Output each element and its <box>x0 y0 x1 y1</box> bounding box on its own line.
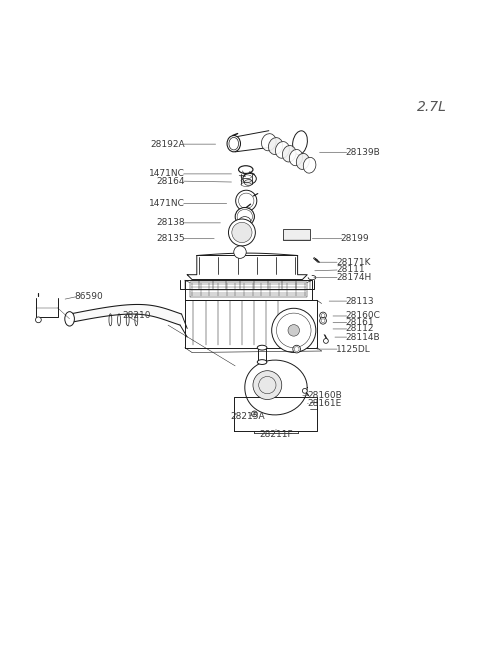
Text: 28161: 28161 <box>346 318 374 328</box>
Ellipse shape <box>268 138 283 155</box>
Text: 28114B: 28114B <box>346 333 380 342</box>
Text: 28211F: 28211F <box>259 430 293 439</box>
Ellipse shape <box>262 134 276 151</box>
Ellipse shape <box>282 145 296 162</box>
Text: 28139B: 28139B <box>346 148 380 157</box>
Circle shape <box>253 371 282 400</box>
Text: 28164: 28164 <box>156 177 185 185</box>
FancyBboxPatch shape <box>283 229 310 240</box>
Text: 2.7L: 2.7L <box>417 100 446 115</box>
Text: 28160C: 28160C <box>346 312 381 320</box>
Circle shape <box>293 345 300 353</box>
Text: 28161E: 28161E <box>307 399 341 408</box>
Text: 28138: 28138 <box>156 218 185 227</box>
Circle shape <box>288 325 300 336</box>
Ellipse shape <box>293 131 307 155</box>
Circle shape <box>36 317 41 323</box>
Text: 28160B: 28160B <box>307 391 342 400</box>
Text: 28174H: 28174H <box>336 273 371 282</box>
Text: 28171K: 28171K <box>336 257 371 267</box>
Text: 86590: 86590 <box>74 291 103 301</box>
Ellipse shape <box>303 157 316 173</box>
Circle shape <box>234 246 246 258</box>
Circle shape <box>320 318 326 324</box>
Circle shape <box>320 312 326 319</box>
Text: 1125DL: 1125DL <box>336 345 371 354</box>
Ellipse shape <box>276 141 289 159</box>
Text: 28135: 28135 <box>156 234 185 243</box>
Text: 1471NC: 1471NC <box>149 199 185 208</box>
Ellipse shape <box>239 166 253 174</box>
Circle shape <box>324 339 328 343</box>
Ellipse shape <box>257 345 267 350</box>
Text: 28199: 28199 <box>341 234 370 243</box>
Ellipse shape <box>289 149 302 166</box>
Circle shape <box>252 411 257 417</box>
Ellipse shape <box>296 153 309 170</box>
Text: 28210: 28210 <box>122 311 151 320</box>
Circle shape <box>236 190 257 212</box>
Ellipse shape <box>243 174 256 184</box>
Text: 28112: 28112 <box>346 324 374 333</box>
Circle shape <box>232 223 252 242</box>
Ellipse shape <box>235 208 254 226</box>
Text: 28215A: 28215A <box>230 412 264 421</box>
Ellipse shape <box>65 312 74 326</box>
Circle shape <box>272 309 316 352</box>
Ellipse shape <box>257 360 267 364</box>
Text: 28111: 28111 <box>336 265 365 274</box>
Ellipse shape <box>244 179 253 185</box>
Text: 1471NC: 1471NC <box>149 170 185 178</box>
PathPatch shape <box>70 305 181 325</box>
Text: 28192A: 28192A <box>150 140 185 149</box>
Circle shape <box>228 219 255 246</box>
Ellipse shape <box>227 136 240 152</box>
Text: 28113: 28113 <box>346 297 374 306</box>
Circle shape <box>302 388 307 393</box>
